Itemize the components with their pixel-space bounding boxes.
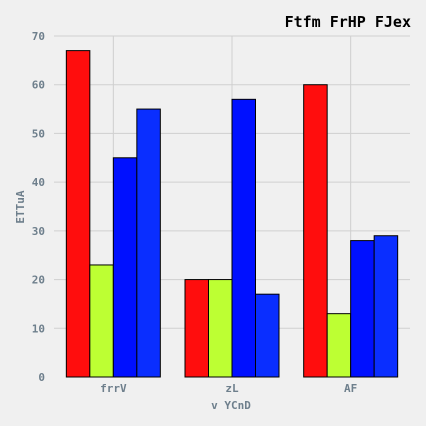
x-tick-label: frrV	[100, 382, 127, 395]
y-tick-label: 70	[32, 30, 45, 43]
bar	[184, 279, 209, 378]
bar	[89, 264, 114, 378]
bars	[65, 50, 399, 378]
bar	[255, 293, 280, 378]
bar	[208, 279, 233, 378]
y-tick-label: 20	[32, 274, 45, 287]
bar	[303, 84, 328, 378]
bar	[65, 50, 91, 378]
y-tick-labels: 0 10 20 30 40 50 60 70	[32, 30, 45, 384]
y-tick-label: 30	[32, 225, 45, 238]
bar	[231, 98, 256, 378]
y-tick-label: 0	[38, 371, 45, 384]
bar	[373, 235, 399, 378]
chart-title: Ftfm FrHP FJex	[285, 13, 411, 31]
bar	[350, 240, 375, 378]
y-tick-label: 60	[32, 79, 45, 92]
x-tick-label: AF	[344, 382, 357, 395]
bar	[326, 313, 352, 378]
y-tick-label: 40	[32, 176, 45, 189]
bar	[112, 157, 138, 378]
x-tick-label: zL	[225, 382, 239, 395]
y-axis-label: ETTuA	[14, 190, 27, 223]
x-tick-labels: frrV zL AF	[100, 382, 357, 395]
x-axis-label: v YCnD	[211, 399, 251, 412]
y-tick-label: 10	[32, 322, 45, 335]
bar	[136, 108, 161, 378]
y-tick-label: 50	[32, 127, 45, 140]
